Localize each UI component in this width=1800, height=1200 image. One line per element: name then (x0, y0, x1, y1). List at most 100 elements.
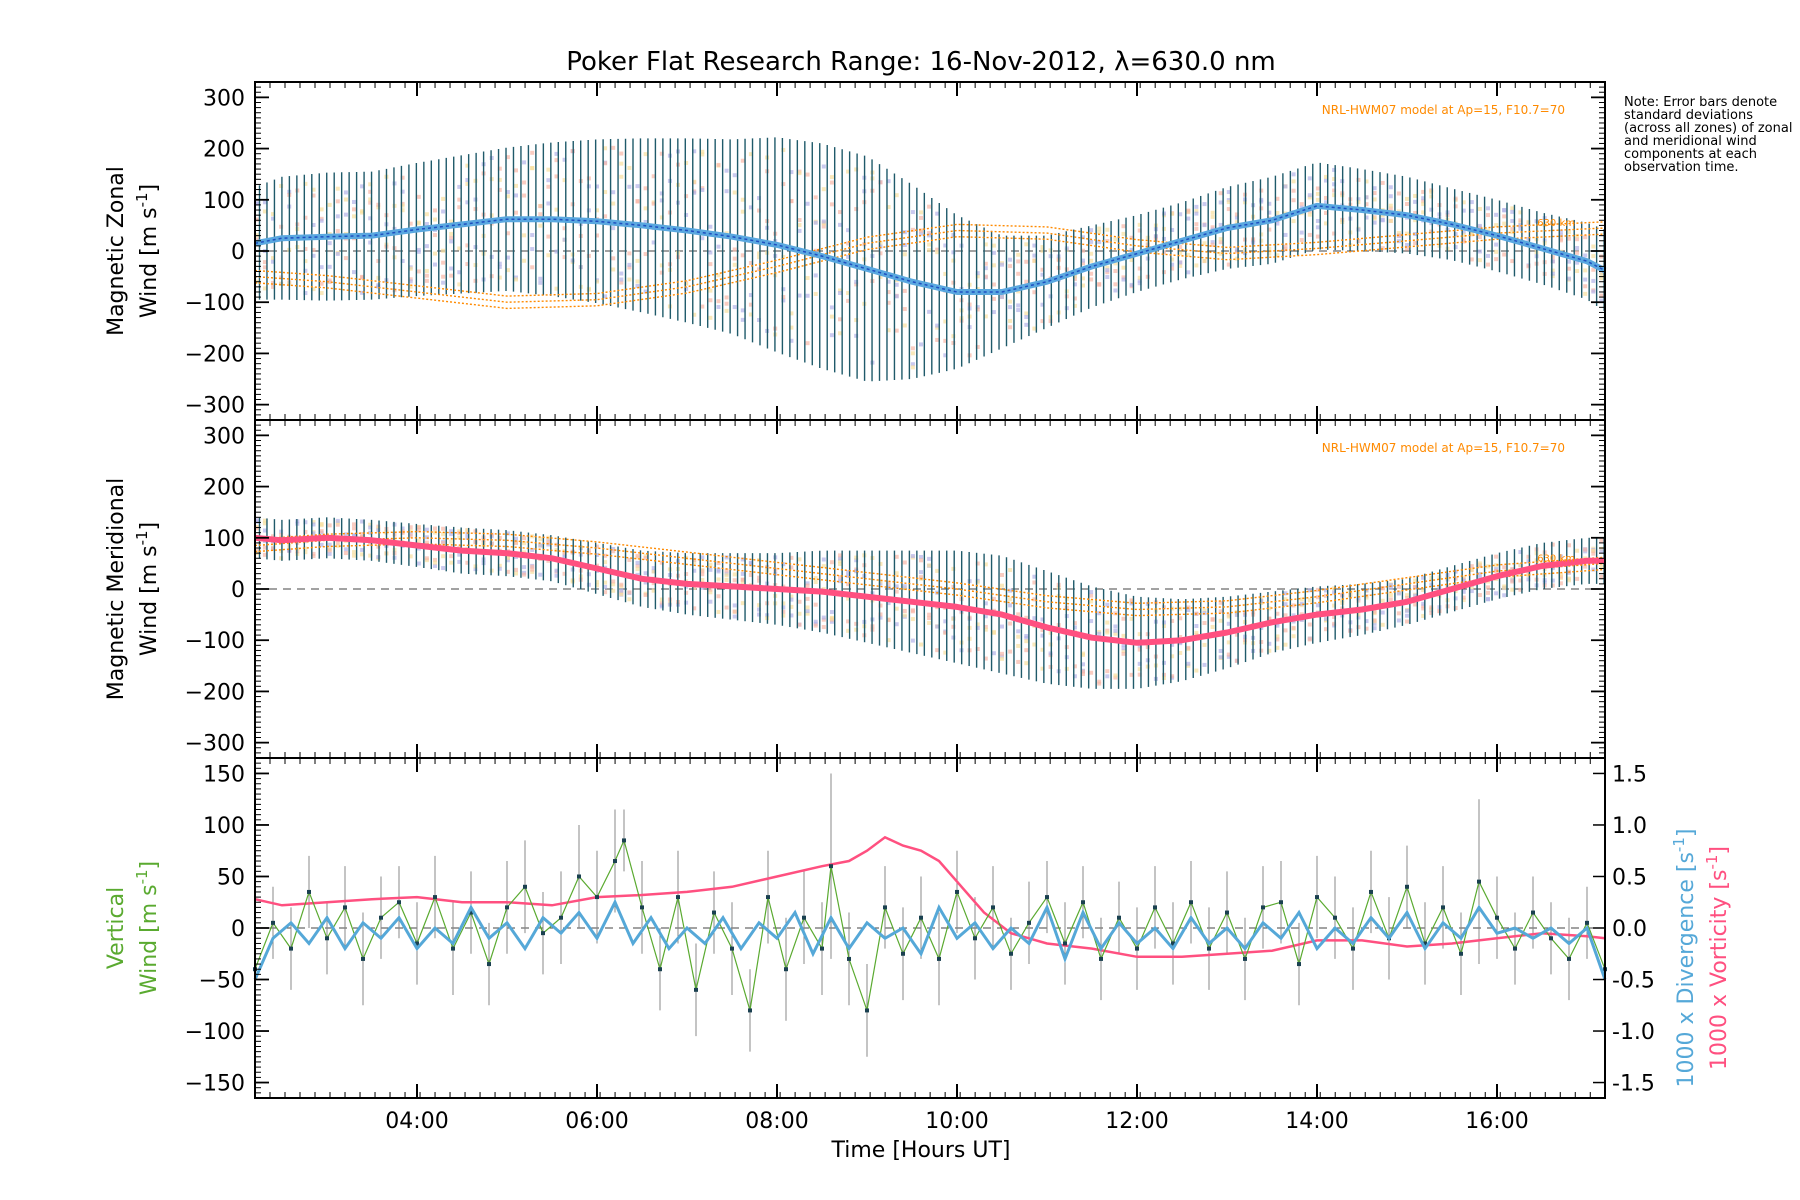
zonal-zone-sample (1016, 259, 1021, 264)
zonal-zone-sample (991, 263, 996, 268)
vertical-wind-point (712, 910, 716, 915)
meridional-zone-sample (781, 562, 786, 567)
vertical-wind-point (451, 946, 455, 951)
zonal-zone-sample (635, 279, 640, 284)
zonal-zone-sample (303, 181, 308, 186)
zonal-zone-sample (1137, 266, 1142, 271)
vertical-wind-point (1045, 895, 1049, 900)
meridional-zone-sample (951, 585, 956, 590)
zonal-zone-sample (1567, 230, 1571, 235)
meridional-zone-sample (1226, 614, 1231, 619)
meridional-zone-sample (1396, 584, 1401, 589)
zonal-zone-sample (1113, 237, 1118, 242)
zonal-zone-sample (279, 275, 284, 280)
zonal-zone-sample (1040, 248, 1045, 253)
meridional-zone-sample (262, 545, 267, 550)
vertical-tick-label: 150 (203, 762, 245, 787)
zonal-zone-sample (441, 274, 446, 279)
zonal-zone-sample (457, 205, 462, 210)
meridional-zone-sample (1194, 624, 1199, 629)
zonal-zone-sample (1170, 257, 1175, 262)
meridional-zone-sample (781, 609, 786, 614)
zonal-zone-sample (424, 222, 429, 227)
vertical-wind-point (658, 967, 662, 972)
meridional-panel: NRL-HWM07 model at Ap=15, F10.7=70 630 km… (104, 419, 1606, 759)
zonal-zone-sample (1315, 191, 1320, 196)
meridional-zone-sample (886, 581, 891, 586)
zonal-zone-sample (1218, 200, 1223, 205)
zonal-zone-sample (838, 222, 842, 227)
zonal-zone-sample (724, 301, 729, 306)
meridional-zone-sample (781, 601, 786, 606)
meridional-zone-sample (708, 599, 713, 604)
zonal-zone-sample (1299, 230, 1304, 235)
zonal-zone-sample (1291, 179, 1296, 184)
meridional-zone-sample (619, 588, 624, 593)
zonal-zone-sample (1081, 283, 1085, 288)
zonal-zone-sample (1405, 246, 1409, 251)
zonal-zone-sample (821, 164, 826, 169)
meridional-zone-sample (627, 590, 632, 595)
zonal-zone-sample (595, 279, 599, 284)
vertical-wind-point (1243, 956, 1247, 961)
zonal-zone-sample (797, 293, 802, 298)
zonal-zone-sample (805, 201, 810, 206)
zonal-zone-sample (271, 212, 275, 217)
zonal-zone-sample (1186, 253, 1191, 258)
zonal-zone-sample (1105, 227, 1110, 232)
zonal-zone-sample (1072, 303, 1077, 308)
zonal-zone-sample (311, 187, 316, 192)
zonal-zone-sample (1275, 253, 1280, 258)
zonal-zone-sample (1081, 235, 1085, 240)
zonal-zone-sample (376, 202, 381, 207)
meridional-zone-sample (1089, 593, 1094, 598)
meridional-zone-sample (497, 566, 502, 571)
meridional-zone-sample (1486, 597, 1490, 602)
vertical-wind-point (865, 1008, 869, 1013)
zonal-zone-sample (846, 241, 851, 246)
zonal-zone-sample (1421, 199, 1426, 204)
meridional-zone-sample (732, 609, 737, 614)
meridional-zone-sample (700, 555, 705, 560)
meridional-zone-sample (1380, 598, 1385, 603)
zonal-zone-sample (1461, 237, 1466, 242)
meridional-zone-sample (360, 547, 365, 552)
meridional-zone-sample (1575, 548, 1580, 553)
meridional-zone-sample (1469, 564, 1474, 569)
zonal-zone-sample (1356, 227, 1361, 232)
zonal-zone-sample (1332, 182, 1337, 187)
meridional-zone-sample (1121, 646, 1126, 651)
meridional-zone-sample (1372, 618, 1377, 623)
meridional-zone-sample (586, 548, 591, 553)
vertical-wind-point (505, 905, 509, 910)
meridional-zone-sample (1558, 573, 1563, 578)
meridional-zone-sample (821, 615, 826, 620)
zonal-zone-sample (1032, 326, 1037, 331)
meridional-model-label: NRL-HWM07 model at Ap=15, F10.7=70 (1322, 441, 1565, 455)
zonal-zone-sample (651, 174, 656, 179)
zonal-zone-sample (1194, 211, 1199, 216)
meridional-zone-sample (1226, 640, 1231, 645)
zonal-zone-sample (1567, 266, 1571, 271)
zonal-zone-sample (1194, 226, 1199, 231)
meridional-zone-sample (1550, 578, 1555, 583)
meridional-zone-sample (408, 525, 413, 530)
zonal-zone-sample (1226, 190, 1231, 195)
zonal-zone-sample (1299, 237, 1304, 242)
zonal-zone-sample (975, 344, 980, 349)
meridional-zone-sample (1550, 583, 1555, 588)
zonal-zone-sample (327, 241, 332, 246)
meridional-zone-sample (1000, 651, 1004, 656)
zonal-zone-sample (1429, 189, 1434, 194)
zonal-zone-sample (748, 152, 753, 157)
zonal-zone-sample (878, 244, 883, 249)
zonal-zone-sample (813, 291, 818, 296)
zonal-zone-sample (894, 294, 899, 299)
meridional-zone-sample (1048, 664, 1053, 669)
zonal-zone-sample (1137, 278, 1142, 283)
zonal-zone-sample (1453, 232, 1458, 237)
zonal-zone-sample (813, 195, 818, 200)
meridional-zone-sample (724, 568, 729, 573)
zonal-zone-sample (1510, 259, 1515, 264)
divergence-line (253, 898, 1607, 981)
